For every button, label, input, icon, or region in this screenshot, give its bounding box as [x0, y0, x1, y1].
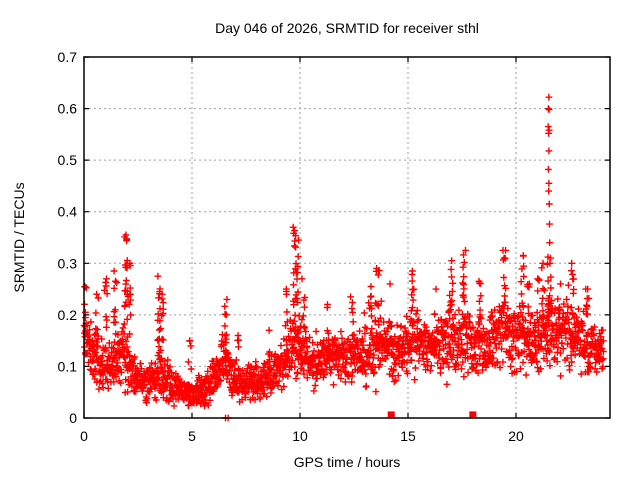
grid-lines	[84, 57, 610, 418]
y-tick-label: 0.3	[58, 255, 78, 271]
x-axis-label: GPS time / hours	[294, 454, 401, 470]
y-tick-label: 0.7	[58, 49, 78, 65]
grid-path	[84, 57, 610, 418]
zero-value-square-marker	[469, 411, 477, 419]
zero-value-square-marker	[387, 411, 395, 419]
plot-border	[83, 56, 611, 419]
chart-title: Day 046 of 2026, SRMTID for receiver sth…	[215, 20, 479, 36]
y-tick-label: 0.6	[58, 101, 78, 117]
axis-tick-marks	[83, 56, 610, 419]
y-tick-label: 0.2	[58, 307, 78, 323]
y-tick-label: 0	[69, 410, 77, 426]
x-tick-label: 10	[292, 428, 308, 444]
y-tick-label: 0.4	[58, 204, 78, 220]
x-axis-tick-labels: 0 5 10 15 20	[80, 428, 524, 444]
x-tick-label: 5	[188, 428, 196, 444]
y-axis-label: SRMTID / TECUs	[11, 182, 27, 292]
zero-value-square-markers	[387, 411, 477, 419]
x-tick-label: 15	[400, 428, 416, 444]
y-axis-tick-labels: 0 0.1 0.2 0.3 0.4 0.5 0.6 0.7	[58, 49, 78, 426]
data-points-plus-markers	[80, 93, 607, 422]
x-tick-label: 0	[80, 428, 88, 444]
y-tick-label: 0.1	[58, 358, 78, 374]
y-tick-label: 0.5	[58, 152, 78, 168]
x-tick-label: 20	[508, 428, 524, 444]
